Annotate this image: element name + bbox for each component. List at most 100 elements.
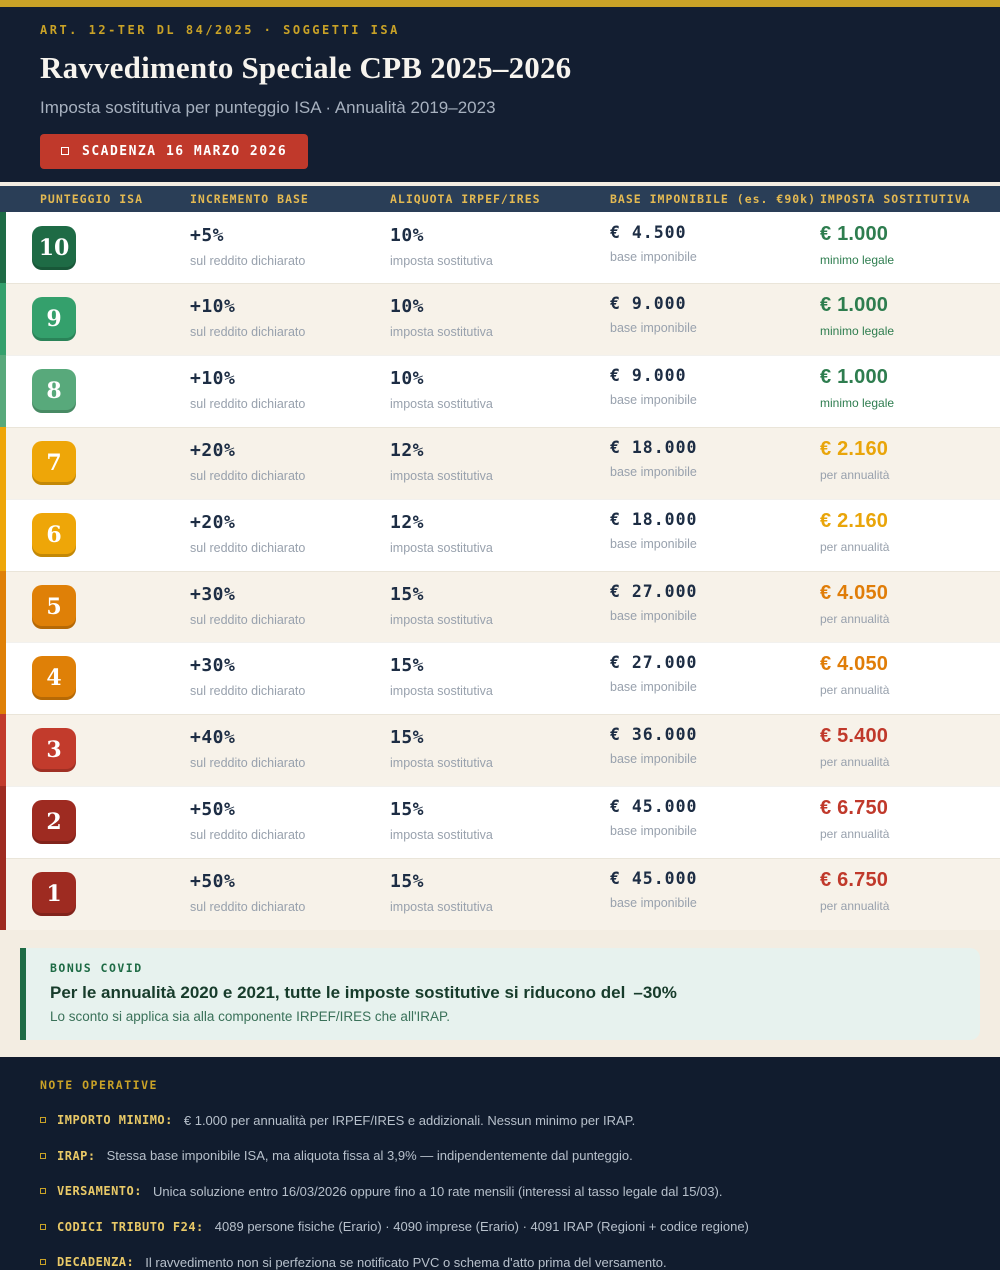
rate-cell: 10% imposta sostitutiva: [390, 283, 610, 355]
tax-value: € 4.050: [820, 653, 889, 676]
note-item: DECADENZA: Il ravvedimento non si perfez…: [40, 1255, 960, 1270]
increment-value: +20%: [190, 440, 236, 462]
callout-band: BONUS COVID Per le annualità 2020 e 2021…: [0, 929, 1000, 1058]
note-item: IMPORTO MINIMO: € 1.000 per annualità pe…: [40, 1113, 960, 1128]
increment-value: +50%: [190, 799, 236, 821]
table-row: 8 +10% sul reddito dichiarato 10% impost…: [0, 355, 1000, 428]
square-bullet-icon: [40, 1188, 46, 1195]
base-cell: € 4.500 base imponibile: [610, 212, 820, 284]
base-note: base imponibile: [610, 536, 697, 551]
callout-title-text: Per le annualità 2020 e 2021, tutte le i…: [50, 982, 626, 1002]
base-note: base imponibile: [610, 608, 697, 623]
calendar-icon: [61, 147, 69, 156]
rate-value: 15%: [390, 655, 425, 677]
tax-value: € 1.000: [820, 366, 889, 389]
increment-note: sul reddito dichiarato: [190, 828, 306, 843]
rate-cell: 15% imposta sostitutiva: [390, 858, 610, 930]
square-bullet-icon: [40, 1259, 46, 1266]
base-value: € 18.000: [610, 438, 698, 458]
isa-score-badge: 5: [32, 584, 76, 629]
tax-value: € 4.050: [820, 581, 889, 604]
base-note: base imponibile: [610, 465, 697, 480]
base-note: base imponibile: [610, 752, 697, 767]
increment-cell: +10% sul reddito dichiarato: [190, 283, 390, 355]
square-bullet-icon: [40, 1117, 46, 1124]
tax-value: € 5.400: [820, 725, 889, 748]
rate-note: imposta sostitutiva: [390, 899, 493, 914]
base-note: base imponibile: [610, 321, 697, 336]
base-cell: € 27.000 base imponibile: [610, 642, 820, 714]
base-cell: € 9.000 base imponibile: [610, 355, 820, 427]
increment-cell: +5% sul reddito dichiarato: [190, 212, 390, 284]
note-label: DECADENZA:: [57, 1255, 135, 1270]
rate-cell: 15% imposta sostitutiva: [390, 642, 610, 714]
rate-note: imposta sostitutiva: [390, 253, 493, 268]
note-label: VERSAMENTO:: [57, 1184, 142, 1199]
table-row: 6 +20% sul reddito dichiarato 12% impost…: [0, 498, 1000, 571]
base-note: base imponibile: [610, 680, 697, 695]
tax-value: € 2.160: [820, 438, 889, 461]
table-header-row: PUNTEGGIO ISA INCREMENTO BASE ALIQUOTA I…: [0, 181, 1000, 212]
tax-cell: € 6.750 per annualità: [820, 858, 1000, 930]
note-label: IRAP:: [57, 1148, 96, 1163]
rate-value: 12%: [390, 440, 425, 462]
tax-value: € 1.000: [820, 222, 889, 245]
rate-note: imposta sostitutiva: [390, 612, 493, 627]
increment-note: sul reddito dichiarato: [190, 469, 306, 484]
tax-note: per annualità: [820, 898, 890, 913]
increment-note: sul reddito dichiarato: [190, 397, 306, 412]
notes-footer: NOTE OPERATIVE IMPORTO MINIMO: € 1.000 p…: [0, 1057, 1000, 1270]
base-value: € 9.000: [610, 294, 687, 314]
base-cell: € 9.000 base imponibile: [610, 283, 820, 355]
isa-score-badge: 4: [32, 656, 76, 701]
table-column-header: BASE IMPONIBILE (es. €90k): [610, 191, 817, 206]
deadline-badge: SCADENZA 16 MARZO 2026: [40, 133, 309, 169]
increment-value: +20%: [190, 511, 236, 533]
increment-cell: +20% sul reddito dichiarato: [190, 499, 390, 571]
score-cell: 2: [32, 786, 190, 858]
notes-heading: NOTE OPERATIVE: [40, 1078, 158, 1093]
callout-highlight: –30%: [633, 982, 677, 1002]
rate-cell: 15% imposta sostitutiva: [390, 786, 610, 858]
header-eyebrow: ART. 12-TER DL 84/2025 · SOGGETTI ISA: [40, 22, 400, 37]
tax-value: € 6.750: [820, 868, 889, 891]
note-item: IRAP: Stessa base imponibile ISA, ma ali…: [40, 1148, 960, 1163]
increment-value: +40%: [190, 727, 236, 749]
rate-value: 10%: [390, 296, 425, 318]
score-cell: 10: [32, 212, 190, 284]
isa-score-badge: 7: [32, 441, 76, 486]
base-value: € 18.000: [610, 509, 698, 529]
rate-cell: 12% imposta sostitutiva: [390, 499, 610, 571]
page-title: Ravvedimento Speciale CPB 2025–2026: [40, 49, 572, 85]
increment-note: sul reddito dichiarato: [190, 540, 306, 555]
rate-value: 10%: [390, 368, 425, 390]
table-row: 2 +50% sul reddito dichiarato 15% impost…: [0, 786, 1000, 858]
increment-value: +30%: [190, 655, 236, 677]
callout-text: Lo sconto si applica sia alla componente…: [50, 1008, 451, 1024]
increment-value: +50%: [190, 870, 236, 892]
increment-value: +30%: [190, 583, 236, 605]
base-cell: € 45.000 base imponibile: [610, 786, 820, 858]
rate-note: imposta sostitutiva: [390, 397, 493, 412]
tax-note: per annualità: [820, 468, 890, 483]
note-label: IMPORTO MINIMO:: [57, 1113, 173, 1128]
note-text: € 1.000 per annualità per IRPEF/IRES e a…: [183, 1112, 636, 1128]
increment-cell: +50% sul reddito dichiarato: [190, 786, 390, 858]
rate-value: 10%: [390, 224, 425, 246]
increment-note: sul reddito dichiarato: [190, 253, 306, 268]
increment-note: sul reddito dichiarato: [190, 684, 306, 699]
tax-note: minimo legale: [820, 252, 895, 267]
tax-cell: € 2.160 per annualità: [820, 427, 1000, 499]
note-text: Unica soluzione entro 16/03/2026 oppure …: [152, 1183, 723, 1199]
rate-value: 15%: [390, 870, 425, 892]
score-cell: 6: [32, 499, 190, 571]
increment-note: sul reddito dichiarato: [190, 756, 306, 771]
tax-note: per annualità: [820, 755, 890, 770]
callout-title: Per le annualità 2020 e 2021, tutte le i…: [50, 983, 956, 1003]
rate-note: imposta sostitutiva: [390, 756, 493, 771]
base-value: € 45.000: [610, 868, 698, 888]
tax-cell: € 1.000 minimo legale: [820, 212, 1000, 284]
rate-value: 12%: [390, 511, 425, 533]
callout-label: BONUS COVID: [50, 960, 143, 975]
tax-value: € 6.750: [820, 797, 889, 820]
